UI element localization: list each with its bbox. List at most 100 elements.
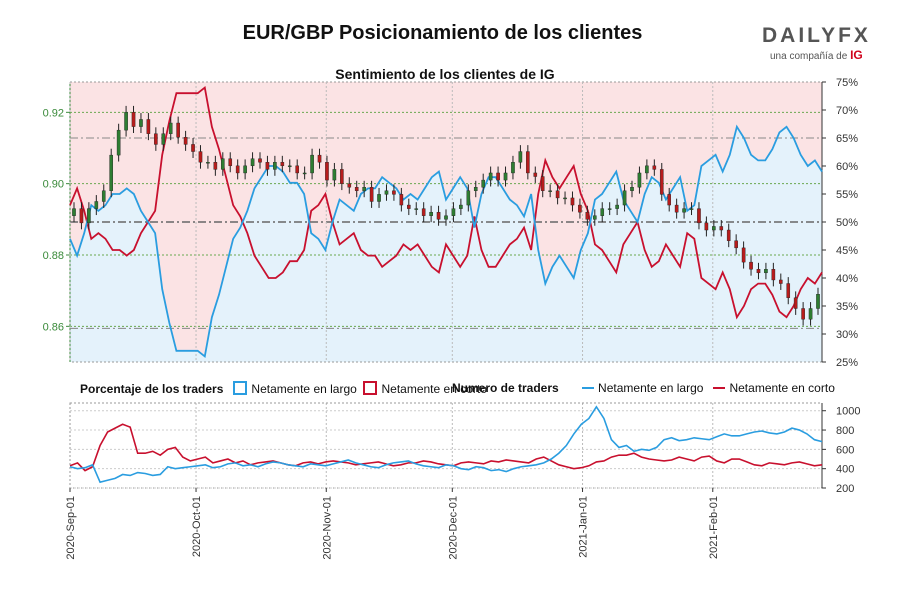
candle-body [273, 162, 277, 170]
percent-tick-label: 70% [836, 105, 858, 117]
legend-short-label: Netamente en corto [381, 382, 487, 396]
percent-tick-label: 40% [836, 273, 858, 285]
price-tick-label: 0.86 [43, 321, 64, 333]
candle-body [726, 229, 731, 241]
percent-tick-label: 60% [836, 161, 858, 173]
candle-body [243, 165, 247, 174]
legend-long-label: Netamente en largo [251, 382, 357, 396]
x-tick-label: 2020-Oct-01 [191, 496, 203, 557]
count-tick-label: 600 [836, 444, 854, 456]
candle-body [101, 190, 106, 202]
candle-body [206, 162, 210, 164]
candle-body [191, 144, 195, 152]
long-percent-line [69, 124, 823, 359]
candle-body [72, 208, 76, 216]
candle-body [436, 211, 441, 220]
candle-body [124, 112, 128, 131]
candle-body [771, 269, 776, 281]
candle-body [340, 169, 344, 184]
candle-body [466, 190, 471, 206]
candle-body [213, 162, 218, 170]
candle-body [615, 204, 619, 209]
candle-body [481, 179, 486, 188]
candle-body [689, 208, 694, 210]
candle-body [793, 297, 798, 309]
candle-body [429, 211, 433, 216]
candle-body [563, 197, 567, 200]
candle-body [258, 158, 262, 163]
candle-body [511, 162, 515, 174]
candle-body [377, 194, 381, 202]
candle-body [593, 215, 597, 220]
candle-body [645, 165, 649, 174]
candle-body [421, 208, 426, 216]
candle-body [540, 176, 545, 191]
candle-body [444, 215, 448, 220]
candle-body [704, 222, 709, 231]
legend-long-box-icon [233, 381, 248, 395]
candle-body [533, 172, 538, 177]
chart-subtitle: Sentimiento de los clientes de IG [335, 66, 555, 82]
brand-tagline: una compañía de IG [770, 48, 863, 62]
legend-count: Numero de traders Netamente en largo Net… [452, 381, 835, 395]
percent-tick-label: 25% [836, 357, 858, 369]
candle-body [578, 204, 582, 213]
candle-body [459, 204, 463, 209]
candle-body [600, 208, 605, 216]
candle-body [659, 169, 664, 195]
legend-count-long-label: Netamente en largo [598, 381, 704, 395]
candle-body [109, 154, 113, 191]
percent-tick-label: 65% [836, 133, 858, 145]
candle-body [407, 204, 411, 209]
candle-body [392, 190, 396, 195]
percent-tick-label: 75% [836, 77, 858, 89]
candle-body [302, 172, 307, 175]
legend-count-long-line-icon [582, 387, 595, 389]
page-title: EUR/GBP Posicionamiento de los clientes [242, 22, 643, 44]
price-tick-label: 0.88 [43, 250, 64, 262]
candle-body [674, 204, 679, 213]
candle-body [362, 187, 366, 191]
candle-body [384, 190, 389, 195]
count-short-line [69, 423, 823, 472]
candle-body [220, 158, 225, 170]
candle-body [570, 197, 575, 206]
legend-percent-title: Porcentaje de los traders [80, 382, 224, 396]
price-tick-label: 0.90 [43, 179, 64, 191]
candle-body [622, 190, 627, 206]
candle-body [503, 172, 508, 181]
candle-body [518, 151, 523, 163]
count-tick-label: 800 [836, 425, 854, 437]
candle-body [354, 187, 359, 191]
candle-body [265, 162, 270, 170]
x-tick-label: 2020-Sep-01 [65, 496, 77, 560]
percent-tick-label: 50% [836, 217, 858, 229]
candle-body [161, 133, 166, 145]
candle-body [749, 261, 753, 270]
count-long-line [69, 405, 823, 484]
candle-body [139, 119, 143, 127]
legend-short-box-icon [363, 381, 378, 395]
candle-body [764, 269, 768, 274]
candle-body [652, 165, 657, 170]
candle-body [250, 158, 255, 167]
candle-body [131, 112, 136, 127]
candle-body [414, 208, 419, 210]
candle-body [87, 208, 91, 224]
candle-body [741, 247, 746, 263]
candle-body [451, 208, 456, 216]
candle-body [235, 165, 240, 174]
candle-body [667, 194, 671, 206]
x-tick-label: 2020-Nov-01 [321, 496, 333, 560]
candle-body [816, 294, 820, 309]
candle-body [473, 187, 478, 191]
candle-body [154, 133, 158, 145]
candle-body [630, 187, 634, 191]
candle-body [734, 240, 738, 249]
candle-body [786, 283, 791, 298]
count-frame [69, 402, 823, 489]
candle-body [198, 151, 203, 163]
candle-body [280, 162, 285, 167]
candle-body [712, 226, 716, 231]
